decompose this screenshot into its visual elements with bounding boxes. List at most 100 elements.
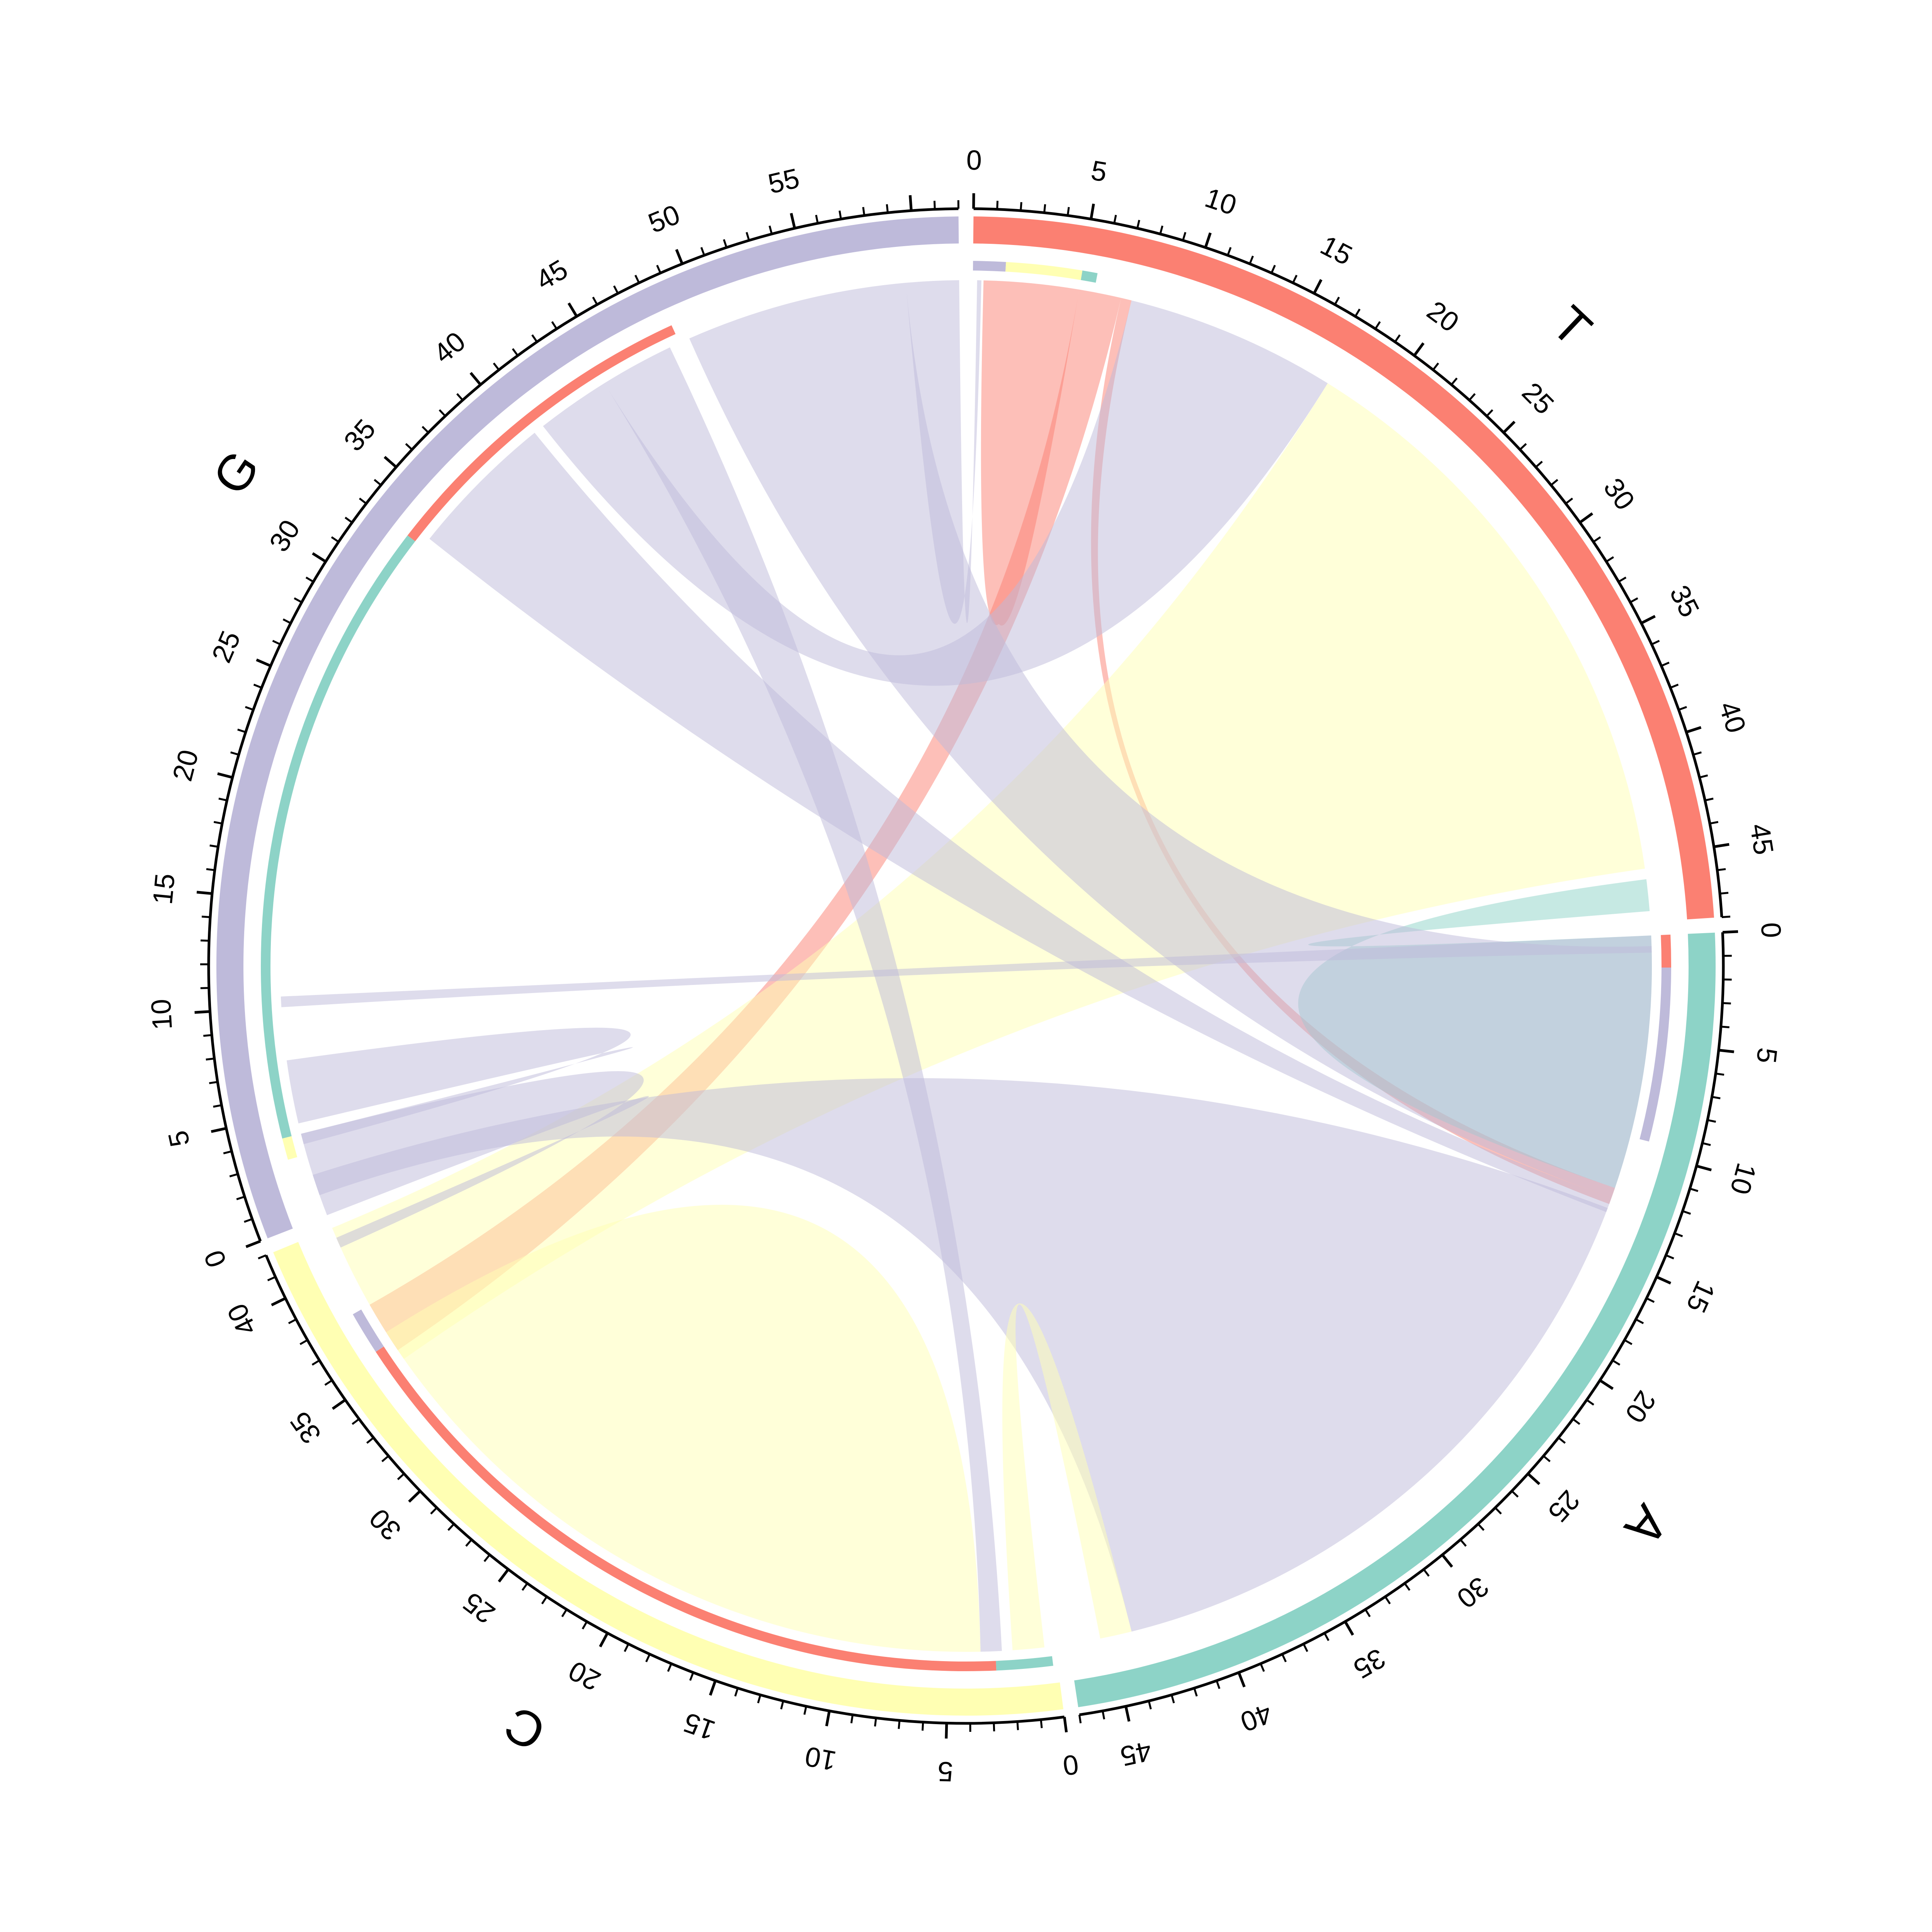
axis-G-label-2: 10 [145, 998, 178, 1031]
axis-C-line [265, 1255, 1065, 1725]
axis-A-tick-30 [1441, 1554, 1453, 1568]
axis-A-tick-38 [1281, 1653, 1287, 1662]
axis-A-tick-33 [1384, 1596, 1391, 1604]
axis-G-tick-52 [723, 239, 728, 248]
axis-T-tick-6 [1113, 214, 1117, 224]
axis-G-tick-38 [439, 409, 446, 417]
axis-G-label-11: 55 [765, 163, 802, 200]
axis-C-tick-21 [582, 1621, 588, 1629]
axis-A-tick-37 [1303, 1643, 1308, 1652]
axis-T-tick-17 [1354, 308, 1361, 317]
axis-T-tick-33 [1618, 577, 1627, 583]
axis-C-tick-38 [299, 1339, 308, 1345]
axis-G-tick-41 [493, 362, 500, 371]
axis-T-tick-23 [1468, 393, 1476, 401]
axis-T-tick-25 [1502, 420, 1516, 434]
inner-track-C-1 [376, 1346, 997, 1671]
axis-T-tick-8 [1159, 225, 1163, 235]
axis-G-tick-15 [196, 891, 213, 895]
axis-C-label-6: 30 [364, 1503, 407, 1546]
axis-T-tick-46 [1717, 868, 1726, 871]
axis-G-tick-21 [230, 751, 239, 756]
axis-G-tick-32 [344, 517, 353, 524]
axis-A-line [1079, 932, 1725, 1716]
axis-G-tick-9 [203, 1034, 212, 1037]
axis-G-tick-18 [213, 821, 223, 825]
sector-T-label: T [1541, 295, 1602, 357]
axis-C-tick-27 [465, 1539, 473, 1547]
link-G-A-7 [429, 433, 1612, 1212]
link-C-A-9 [1002, 1303, 1132, 1650]
axis-G-tick-60 [908, 195, 913, 211]
axis-G-tick-50 [675, 249, 684, 265]
axis-T-tick-36 [1651, 640, 1660, 645]
axis-G-tick-20 [217, 772, 233, 779]
axis-C-tick-9 [850, 1714, 854, 1724]
sector-A-band [1074, 932, 1716, 1708]
axis-T-tick-16 [1334, 296, 1340, 305]
axis-A-tick-45 [1124, 1706, 1131, 1722]
axis-C-label-3: 15 [680, 1706, 719, 1746]
axis-T-tick-4 [1066, 207, 1070, 216]
axis-A-tick-18 [1624, 1339, 1633, 1345]
axis-G-tick-33 [359, 497, 367, 505]
axis-C-tick-25 [498, 1568, 510, 1583]
axis-C-tick-18 [645, 1653, 651, 1662]
axis-T-tick-35 [1641, 615, 1656, 624]
axis-G-tick-4 [223, 1150, 232, 1155]
axis-G-tick-56 [815, 214, 819, 224]
axis-A-tick-35 [1344, 1621, 1354, 1636]
axis-G-tick-40 [469, 372, 482, 386]
axis-C-tick-22 [561, 1609, 568, 1617]
axis-G-tick-34 [374, 479, 382, 486]
axis-A-tick-22 [1572, 1418, 1580, 1425]
axis-C-tick-23 [541, 1596, 548, 1604]
axis-A-tick-12 [1682, 1210, 1691, 1215]
axis-T-tick-45 [1714, 843, 1730, 848]
axis-G-tick-46 [592, 296, 598, 305]
axis-G-tick-31 [331, 536, 339, 543]
axis-G-tick-3 [229, 1173, 238, 1177]
axis-G-tick-5 [211, 1127, 227, 1133]
axis-C-tick-15 [709, 1680, 717, 1696]
axis-G-label-6: 30 [264, 514, 306, 557]
axis-T-tick-1 [996, 201, 999, 209]
axis-A-tick-46 [1102, 1711, 1105, 1719]
axis-G-tick-57 [838, 210, 842, 219]
axis-A-tick-17 [1635, 1318, 1644, 1324]
axis-A-tick-31 [1423, 1568, 1430, 1577]
axis-T-label-2: 10 [1201, 182, 1240, 221]
axis-A-label-9: 45 [1117, 1735, 1154, 1772]
inner-track-A-0 [1661, 934, 1671, 968]
axis-T-tick-2 [1020, 202, 1022, 211]
axis-G-tick-43 [531, 334, 538, 343]
axis-T-label-7: 35 [1663, 580, 1705, 622]
axis-C-tick-31 [397, 1473, 405, 1480]
link-G-A-8 [313, 1078, 1608, 1632]
axis-C-label-2: 10 [803, 1740, 838, 1776]
axis-A-tick-14 [1665, 1254, 1674, 1260]
axis-T-label-3: 15 [1315, 230, 1357, 271]
axis-T-tick-21 [1432, 362, 1439, 371]
axis-C-tick-19 [624, 1643, 629, 1652]
axis-G-tick-54 [769, 225, 773, 235]
axis-C-tick-17 [667, 1663, 672, 1672]
axis-A-label-4: 20 [1619, 1385, 1662, 1428]
axis-A-tick-44 [1148, 1701, 1152, 1709]
axis-A-tick-32 [1404, 1583, 1411, 1591]
axis-A-tick-8 [1707, 1119, 1716, 1123]
axis-A-tick-29 [1459, 1539, 1467, 1547]
axis-T-tick-13 [1270, 265, 1276, 274]
axis-G-tick-23 [245, 706, 254, 711]
axis-A-tick-36 [1323, 1633, 1330, 1641]
axis-T-label-9: 45 [1744, 821, 1779, 857]
axis-T-tick-31 [1593, 536, 1601, 543]
axis-G-tick-16 [206, 868, 215, 871]
axis-T-label-4: 20 [1421, 295, 1464, 338]
axis-T-tick-43 [1705, 798, 1714, 801]
axis-G-tick-22 [237, 728, 246, 733]
axis-G-tick-37 [422, 426, 429, 434]
axis-G-tick-1 [244, 1218, 253, 1223]
axis-G-tick-13 [201, 939, 209, 942]
axis-G-tick-44 [551, 321, 558, 330]
